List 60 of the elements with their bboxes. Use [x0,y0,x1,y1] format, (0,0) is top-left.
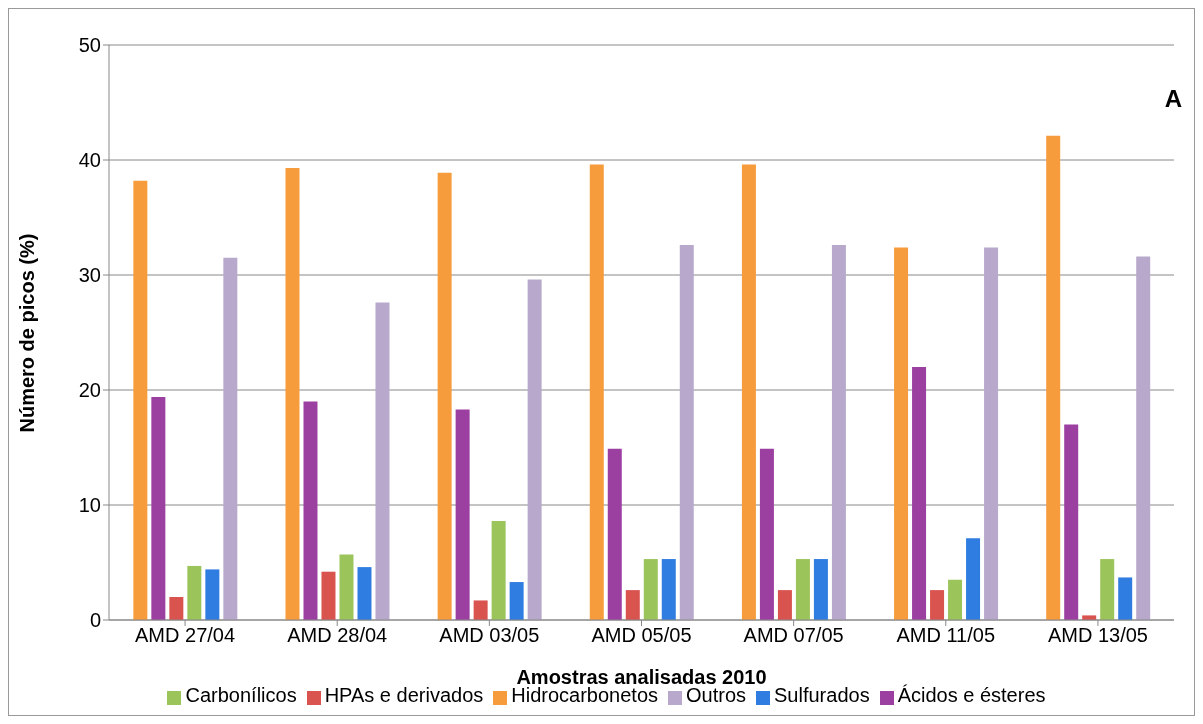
bar [339,554,354,620]
legend-label: Sulfurados [774,684,870,706]
y-tick-label: 30 [78,264,101,287]
bar [1064,424,1079,620]
bar [491,521,506,620]
bar [285,168,300,620]
x-tick-label: AMD 07/05 [743,624,844,647]
bar [948,579,963,620]
y-tick-label: 0 [89,609,101,632]
x-tick-label: AMD 03/05 [439,624,540,647]
bar [473,600,488,620]
legend-label: Ácidos e ésteres [897,684,1046,706]
bar [321,571,336,620]
bar [777,590,792,620]
y-axis-title: Número de picos (%) [16,233,39,433]
bar [607,448,622,620]
bar [679,245,694,620]
bar [133,180,148,620]
bar [831,245,846,620]
x-tick-label: AMD 28/04 [287,624,388,647]
bar [375,302,390,620]
bar [589,164,604,620]
bar [966,538,981,620]
annotation: A [1164,85,1182,113]
bar [1136,256,1151,620]
legend-label: Carbonílicos [185,684,297,706]
bar [205,569,220,620]
legend-label: HPAs e derivados [324,684,484,706]
x-tick-label: AMD 27/04 [135,624,236,647]
bar [527,279,542,620]
bar [643,559,658,620]
bar [894,247,909,620]
bar [984,247,999,620]
bar [357,567,372,620]
bar [223,257,238,620]
bar [661,559,676,620]
bar [741,164,756,620]
bar [303,401,318,620]
bar [625,590,640,620]
x-tick-label: AMD 11/05 [896,624,996,647]
bar [1100,559,1115,620]
bar [1046,135,1061,620]
bar [1118,577,1133,620]
bar [795,559,810,620]
bar [151,396,166,620]
bar [455,409,470,620]
bar [759,448,774,620]
y-tick-label: 50 [78,34,101,57]
bar [509,582,524,620]
y-tick-label: 10 [78,494,101,517]
y-tick-label: 20 [78,379,101,402]
bar [813,559,828,620]
y-tick-label: 40 [78,149,101,172]
bar [187,565,202,620]
bar [930,590,945,620]
bar [912,367,927,620]
x-tick-label: AMD 13/05 [1047,624,1148,647]
bar [437,172,452,620]
x-tick-label: AMD 05/05 [591,624,692,647]
bar [169,597,184,620]
